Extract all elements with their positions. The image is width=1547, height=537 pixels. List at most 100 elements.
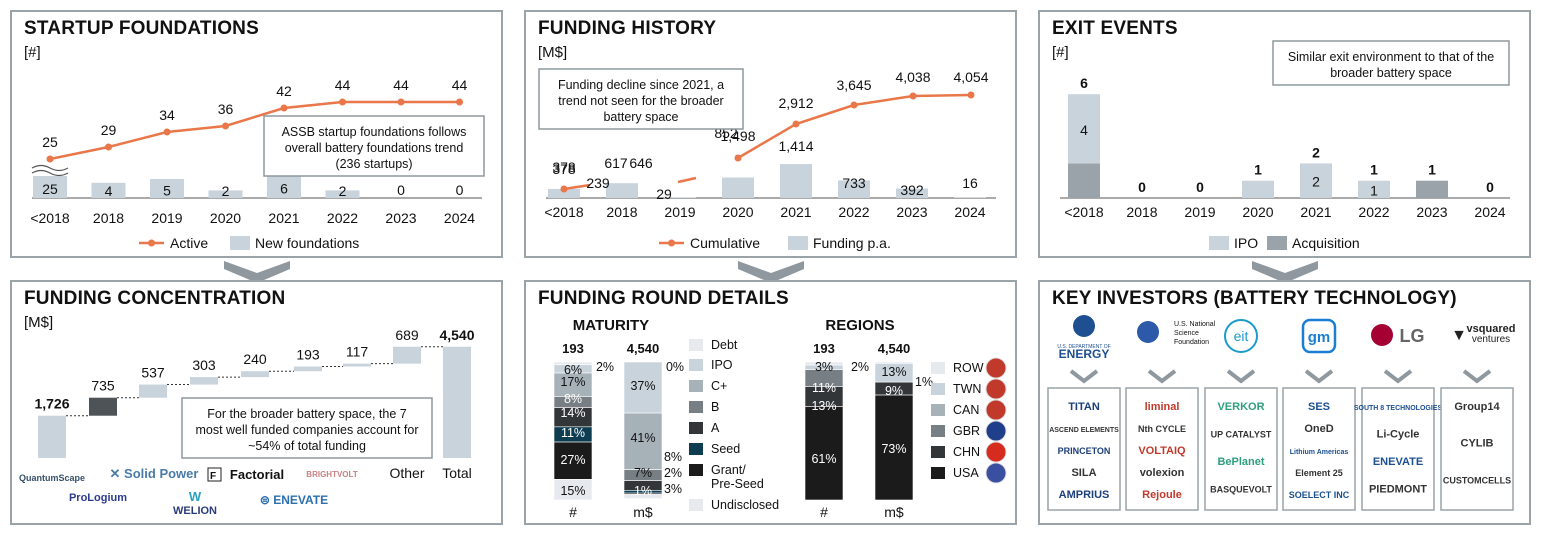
cumulative-line-seg <box>563 183 591 191</box>
x-tick-label: 2018 <box>93 210 124 226</box>
annotation-text: battery space <box>603 110 678 124</box>
x-tick-label: 2020 <box>1242 204 1273 220</box>
bar-value-label: 16 <box>962 175 978 191</box>
key-investors-panel: KEY INVESTORS (BATTERY TECHNOLOGY) U.S. … <box>1038 280 1531 525</box>
legend-label: New foundations <box>255 235 359 251</box>
portfolio-box <box>1204 387 1278 511</box>
legend-label: B <box>711 400 719 414</box>
legend-swatch <box>931 425 945 437</box>
bar-funding-pa <box>780 164 812 198</box>
total-label: 0 <box>1138 179 1146 195</box>
portfolio-logo: ASCEND ELEMENTS <box>1049 427 1119 434</box>
x-tick-label: 2024 <box>444 210 475 226</box>
annotation-text: Funding decline since 2021, a <box>558 78 724 92</box>
chevron-down-icon <box>1462 369 1492 384</box>
bar-value-label: 193 <box>296 347 320 363</box>
x-tick-label: 2022 <box>1358 204 1389 220</box>
legend-label: IPO <box>1234 235 1258 251</box>
bar-new-foundations <box>150 179 184 198</box>
flag-icon <box>985 441 1007 463</box>
segment-label: 1% <box>915 375 933 389</box>
x-tick-label: 2020 <box>722 204 753 220</box>
legend-swatch <box>931 446 945 458</box>
segment-label: 1% <box>634 484 652 498</box>
bar-funding-pa <box>606 183 638 198</box>
logo-brightvolt: BRIGHTVOLT <box>306 470 358 479</box>
bar-new-foundations <box>267 175 301 198</box>
line-value-label: 29 <box>101 122 117 138</box>
x-tick-label: 2023 <box>385 210 416 226</box>
segment-label: 14% <box>560 406 585 420</box>
bar-value-label: 1,414 <box>778 138 813 154</box>
legend-label: Acquisition <box>1292 235 1360 251</box>
x-tick-label: 2021 <box>268 210 299 226</box>
bar-acquisition <box>1416 180 1448 198</box>
portfolio-logo: VERKOR <box>1217 401 1264 413</box>
legend-swatch <box>689 443 703 455</box>
legend-bar-swatch <box>788 236 808 250</box>
bar-ipo <box>1242 180 1274 198</box>
segment-label: 13% <box>811 399 836 413</box>
bar-funding-pa <box>548 188 580 198</box>
logo-doe-small: U.S. DEPARTMENT OF <box>1057 344 1110 350</box>
x-tick-label: Total <box>442 465 472 481</box>
legend-label: TWN <box>953 382 981 396</box>
axis-break-icon <box>31 164 69 177</box>
x-tick-label: 2021 <box>1300 204 1331 220</box>
annotation-text: (236 startups) <box>335 157 412 171</box>
legend-swatch <box>689 401 703 413</box>
x-tick-label: 2019 <box>1184 204 1215 220</box>
bar-value-label: 4 <box>105 183 113 199</box>
waterfall-bar <box>393 346 421 364</box>
panel-unit: [M$] <box>24 314 54 331</box>
annotation-text: For the broader battery space, the 7 <box>207 407 406 421</box>
legend-label: ROW <box>953 361 984 375</box>
total-label: 1 <box>1370 162 1378 178</box>
line-value-label: 44 <box>393 77 409 93</box>
segment-label: 11% <box>812 381 836 395</box>
funding-round-details-chart: MATURITY REGIONS6%17%8%14%11%27%15%2%37%4… <box>553 317 1007 520</box>
portfolio-box <box>1125 387 1199 511</box>
legend-swatch <box>689 339 703 351</box>
logo-solid-power: ✕ Solid Power <box>110 466 199 481</box>
panel-unit: [#] <box>1052 44 1069 61</box>
legend-bar-swatch <box>230 236 250 250</box>
annotation-box <box>538 68 744 130</box>
legend-label: CHN <box>953 445 980 459</box>
startup-foundations-chart: 25 4 5 2 6 2 0 0 25 29 34 36 42 44 44 44 <2018 2018 2019 20… <box>30 77 485 251</box>
active-point <box>397 98 405 106</box>
line-value-label: 44 <box>452 77 468 93</box>
legend-label: USA <box>953 466 979 480</box>
panel-title: STARTUP FOUNDATIONS <box>24 18 259 39</box>
logo-enevate: ⊜ ENEVATE <box>260 493 328 507</box>
bar-value-label: 689 <box>395 327 419 343</box>
legend-label: IPO <box>711 358 733 372</box>
x-tick-label: 2019 <box>151 210 182 226</box>
funding-concentration-chart: 1,726 735 537 303 240 193 117 689 4,540 For the b… <box>19 327 475 517</box>
legend-line-dot <box>668 239 675 247</box>
cumulative-line-seg <box>677 176 697 184</box>
x-tick-label: 2019 <box>664 204 695 220</box>
annotation-text: ASSB startup foundations follows <box>282 125 467 139</box>
legend-label: GBR <box>953 424 980 438</box>
x-tick-label: 2018 <box>606 204 637 220</box>
logo-vsquared: ventures <box>1472 334 1510 345</box>
total-label: 6 <box>1080 75 1088 91</box>
x-tick-label: 2020 <box>210 210 241 226</box>
legend-label: Active <box>170 235 208 251</box>
line-value-label: 42 <box>276 83 292 99</box>
stacked-segment-maturity <box>553 479 593 501</box>
portfolio-logo: OneD <box>1304 423 1333 435</box>
portfolio-logo: CYLIB <box>1461 438 1494 450</box>
waterfall-bar <box>443 346 471 458</box>
exit-events-chart: 4 6 0 0 1 2 2 1 1 1 0 <2018 2018 2019 2020 2021 2022 2023… <box>1060 40 1510 251</box>
line-value-label: 34 <box>159 107 175 123</box>
x-tick-label: <2018 <box>544 204 584 220</box>
portfolio-logo: SOUTH 8 TECHNOLOGIES <box>1354 405 1443 412</box>
logo-vsquared: vsquared <box>1467 323 1516 335</box>
line-value-label: 646 <box>629 155 653 171</box>
legend-label: Grant/ <box>711 463 746 477</box>
waterfall-bar <box>241 371 269 378</box>
